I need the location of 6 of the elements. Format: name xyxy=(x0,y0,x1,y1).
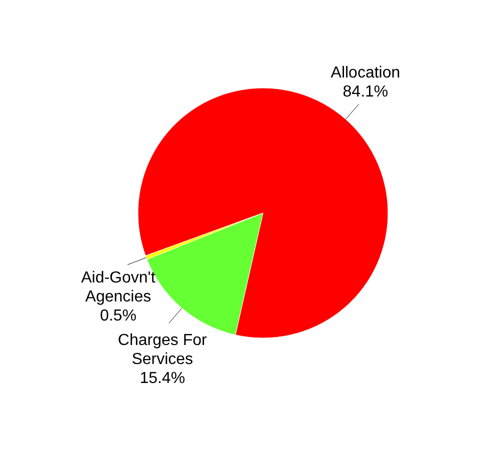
data-label: 15.4% xyxy=(140,370,186,387)
data-label: 0.5% xyxy=(100,307,136,324)
slice-label: Allocation xyxy=(330,64,400,82)
slice-label: Aid-Govn't Agencies xyxy=(81,269,156,306)
data-label: 84.1% xyxy=(342,84,388,101)
slice-label: Charges For Services xyxy=(118,332,208,368)
